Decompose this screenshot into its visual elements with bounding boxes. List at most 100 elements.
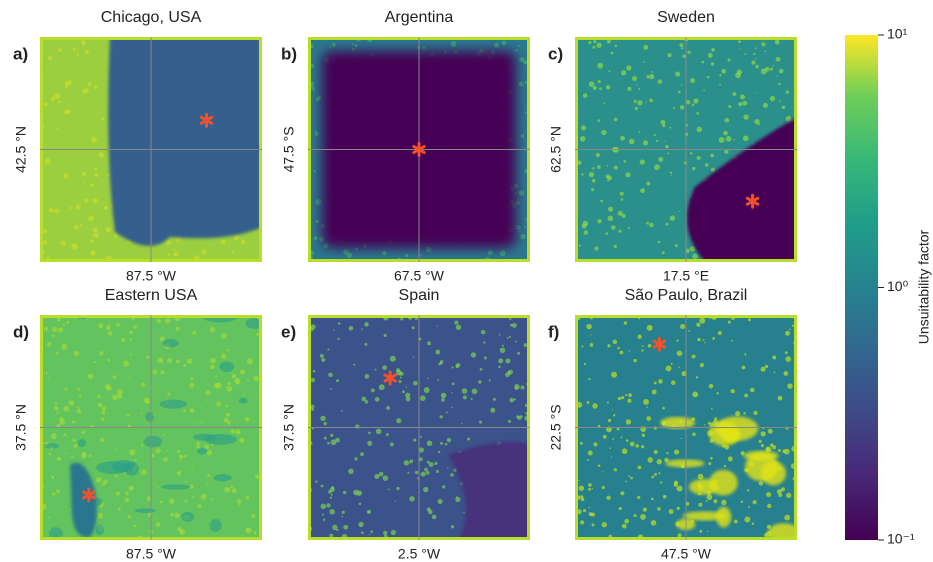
- map-texture: [236, 498, 242, 504]
- map-texture: [140, 382, 145, 387]
- map-texture: [323, 421, 327, 426]
- map-texture: [51, 334, 55, 338]
- map-texture: [662, 406, 665, 410]
- map-texture: [114, 474, 118, 478]
- map-texture: [633, 99, 637, 103]
- map-texture: [72, 438, 76, 443]
- map-texture: [760, 366, 766, 372]
- map-texture: [776, 75, 779, 77]
- map-texture: [769, 443, 774, 447]
- map-texture: [688, 329, 691, 332]
- map-texture: [628, 350, 631, 352]
- map-texture: [602, 471, 604, 473]
- map-texture: [138, 470, 141, 472]
- map-texture: [764, 364, 769, 369]
- map-texture: [628, 475, 631, 478]
- map-texture: [724, 149, 729, 154]
- map-texture: [593, 39, 597, 44]
- map-texture: [149, 521, 151, 523]
- map-texture: [238, 502, 242, 506]
- map-texture: [450, 525, 455, 529]
- map-texture: [783, 448, 790, 455]
- map-texture: [605, 232, 609, 236]
- map-texture: [624, 518, 630, 524]
- map-texture: [510, 323, 513, 327]
- map-texture: [633, 358, 637, 363]
- map-texture: [492, 397, 496, 401]
- map-texture: [54, 402, 58, 406]
- map-texture: [330, 388, 333, 390]
- map-texture: [411, 326, 415, 330]
- map-texture: [501, 344, 505, 347]
- map-texture: [786, 492, 792, 498]
- map-texture: [696, 111, 700, 115]
- map-texture: [187, 358, 193, 365]
- map-texture: [656, 459, 662, 465]
- map-texture: [123, 327, 125, 329]
- map-texture: [740, 94, 746, 100]
- map-texture: [451, 406, 453, 409]
- map-panel: [308, 37, 530, 262]
- map-texture: [699, 363, 704, 368]
- map-texture: [744, 393, 749, 398]
- map-texture: [112, 394, 118, 401]
- map-texture: [326, 503, 331, 508]
- map-texture: [235, 429, 241, 435]
- map-texture: [165, 239, 171, 245]
- map-texture: [412, 356, 415, 359]
- map-texture: [63, 173, 68, 179]
- map-texture: [79, 460, 81, 462]
- map-texture: [634, 106, 639, 111]
- map-texture: [418, 457, 423, 462]
- map-texture: [649, 98, 654, 103]
- map-texture: [764, 50, 766, 53]
- map-texture: [420, 471, 426, 477]
- map-texture: [670, 380, 676, 386]
- map-texture: [649, 74, 655, 80]
- map-texture: [676, 485, 683, 492]
- map-texture: [73, 225, 79, 230]
- map-texture: [51, 326, 58, 333]
- map-texture: [791, 324, 795, 327]
- map-texture: [513, 398, 517, 401]
- map-texture: [785, 90, 790, 94]
- map-texture: [64, 109, 69, 115]
- map-texture: [450, 41, 457, 47]
- map-texture: [664, 457, 669, 463]
- map-texture: [386, 406, 391, 410]
- map-texture: [724, 117, 730, 123]
- map-texture: [220, 239, 226, 245]
- map-texture: [665, 365, 672, 372]
- map-texture: [645, 101, 647, 103]
- map-texture: [134, 458, 137, 462]
- map-dark-region: [70, 462, 97, 538]
- map-texture: [383, 333, 387, 338]
- map-texture: [196, 422, 199, 425]
- map-texture: [706, 530, 709, 533]
- map-texture: [597, 218, 602, 224]
- map-texture: [68, 400, 75, 406]
- panel-letter: e): [281, 322, 296, 341]
- map-texture: [112, 375, 117, 379]
- map-texture: [747, 505, 750, 508]
- map-texture: [246, 358, 253, 365]
- map-texture: [54, 406, 59, 411]
- map-texture: [419, 436, 423, 439]
- map-texture: [405, 386, 407, 389]
- map-texture: [402, 390, 405, 394]
- map-texture: [83, 198, 87, 201]
- map-texture: [364, 400, 369, 404]
- map-panel: [40, 37, 262, 262]
- map-texture: [164, 318, 171, 324]
- map-texture: [590, 334, 592, 336]
- map-texture: [56, 411, 59, 415]
- map-texture: [758, 481, 764, 486]
- map-texture: [689, 246, 696, 252]
- map-texture: [625, 439, 629, 442]
- panel-title: Chicago, USA: [101, 9, 202, 26]
- map-texture: [621, 523, 627, 529]
- map-texture: [607, 344, 611, 348]
- map-texture: [390, 529, 396, 536]
- map-texture: [773, 371, 776, 374]
